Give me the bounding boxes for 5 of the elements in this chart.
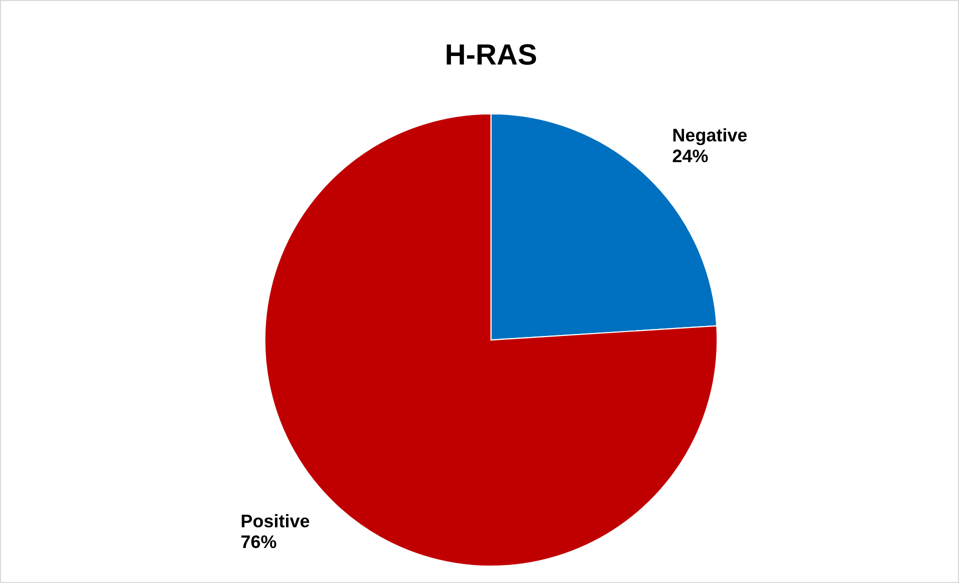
slice-label: Positive: [242, 514, 310, 528]
data-label: 76%: [241, 535, 276, 548]
slice-label: Negative: [673, 128, 747, 146]
chart-title: H-RAS: [446, 44, 536, 65]
data-label: 24%: [672, 150, 708, 162]
